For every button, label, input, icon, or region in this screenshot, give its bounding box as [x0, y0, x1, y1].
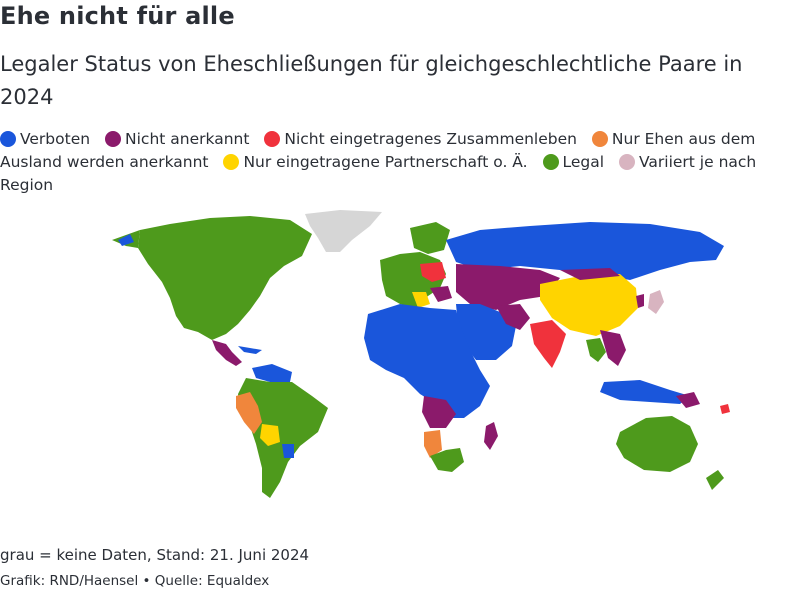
region-japan	[648, 290, 664, 314]
legend-swatch	[591, 131, 608, 147]
region-southern-africa	[430, 448, 464, 472]
region-india	[530, 320, 566, 368]
legend-label: Variiert je nach Region	[0, 153, 757, 194]
region-north-america	[138, 216, 312, 340]
legend-swatch	[542, 154, 559, 170]
chart-title: Ehe nicht für alle	[0, 2, 235, 30]
legend-swatch	[264, 131, 281, 147]
region-central-asia	[456, 264, 560, 310]
legend-label: Nur eingetragene Partnerschaft o. Ä.	[243, 153, 528, 171]
region-korea	[636, 294, 644, 308]
region-caribbean	[238, 346, 262, 354]
region-mongolia	[560, 268, 620, 280]
region-pacific-islands	[720, 404, 730, 414]
legend-swatch	[0, 131, 16, 147]
region-china	[540, 274, 638, 336]
region-middle-east	[456, 304, 516, 360]
region-paraguay	[282, 444, 294, 458]
region-peru	[236, 392, 262, 434]
legend-item-nicht-anerkannt: Nicht anerkannt	[105, 130, 249, 148]
data-note: grau = keine Daten, Stand: 21. Juni 2024	[0, 546, 310, 564]
legend-item-ausland: Nur Ehen aus dem Ausland werden anerkann…	[0, 130, 755, 171]
region-central-america	[212, 340, 242, 366]
region-south-america	[238, 378, 328, 498]
region-central-africa	[422, 396, 456, 428]
legend-label: Nicht eingetragenes Zusammenleben	[284, 130, 577, 148]
region-southeast-asia	[586, 338, 606, 362]
legend-swatch	[619, 154, 635, 170]
legend-label: Verboten	[20, 130, 91, 148]
region-madagascar	[484, 422, 498, 450]
legend-swatch	[105, 131, 122, 147]
legend: Verboten Nicht anerkannt Nicht eingetrag…	[0, 128, 790, 197]
region-north-africa	[364, 304, 490, 418]
region-south-america-north	[252, 364, 292, 382]
legend-item-verboten: Verboten	[0, 130, 90, 148]
region-russia	[446, 222, 724, 280]
source-line: Grafik: RND/Haensel • Quelle: Equaldex	[0, 573, 270, 589]
region-indochina	[600, 330, 626, 366]
legend-label: Nicht anerkannt	[125, 130, 250, 148]
region-greenland	[305, 210, 382, 252]
region-bolivia	[260, 424, 280, 446]
world-map	[112, 210, 730, 498]
legend-item-partnerschaft: Nur eingetragene Partnerschaft o. Ä.	[223, 153, 528, 171]
region-italy	[412, 292, 430, 308]
region-namibia	[424, 430, 442, 458]
region-indonesia	[600, 380, 690, 404]
region-australia	[616, 416, 698, 472]
legend-item-zusammenleben: Nicht eingetragenes Zusammenleben	[264, 130, 577, 148]
chart-subtitle: Legaler Status von Eheschließungen für g…	[0, 52, 743, 109]
legend-label: Legal	[562, 153, 605, 171]
region-balkans	[430, 286, 452, 302]
legend-item-variiert: Variiert je nach Region	[0, 153, 756, 194]
region-alaska-islands	[118, 234, 134, 246]
legend-item-legal: Legal	[542, 153, 605, 171]
legend-label: Nur Ehen aus dem Ausland werden anerkann…	[0, 130, 756, 171]
region-central-europe	[420, 262, 446, 282]
legend-swatch	[223, 154, 240, 170]
region-papua	[676, 392, 700, 408]
region-iran	[496, 304, 530, 330]
region-new-zealand	[706, 470, 724, 490]
region-scandinavia	[410, 222, 450, 254]
